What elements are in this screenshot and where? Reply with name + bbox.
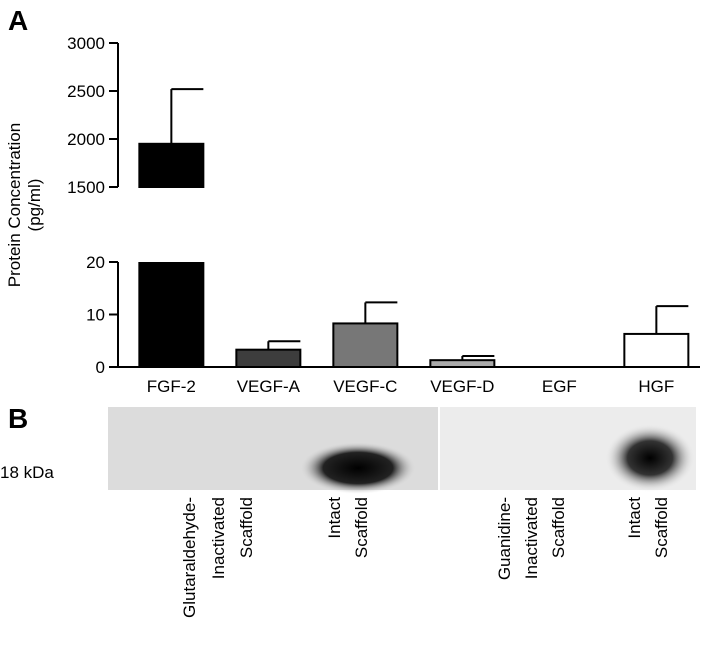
x-tick-label: EGF	[542, 377, 577, 396]
lane-label: Scaffold	[652, 497, 671, 558]
lane-label: Scaffold	[549, 497, 568, 558]
y-tick-label: 20	[86, 253, 105, 272]
y-tick-label: 0	[96, 358, 105, 377]
panel-label: A	[8, 5, 28, 36]
lane-label: Inactivated	[209, 497, 228, 579]
x-tick-label: VEGF-A	[237, 377, 301, 396]
blot-band	[605, 424, 695, 492]
bar	[332, 322, 399, 368]
x-tick-label: VEGF-D	[430, 377, 494, 396]
lane-label: Glutaraldehyde-	[180, 497, 199, 618]
y-axis-label: (pg/ml)	[25, 179, 44, 232]
x-tick-label: FGF-2	[147, 377, 196, 396]
y-tick-label: 2000	[67, 130, 105, 149]
blot-band	[300, 442, 416, 494]
lane-label: Scaffold	[352, 497, 371, 558]
bar	[623, 332, 690, 368]
lane-label: Inactivated	[522, 497, 541, 579]
y-tick-label: 1500	[67, 178, 105, 197]
panel-label: B	[8, 403, 28, 434]
marker-label: 18 kDa	[0, 463, 54, 482]
y-tick-label: 10	[86, 306, 105, 325]
upper-segment	[138, 88, 205, 188]
lane-label: Intact	[325, 497, 344, 539]
lane-label: Scaffold	[237, 497, 256, 558]
bar	[138, 262, 205, 368]
lane-labels: Glutaraldehyde- Inactivated Scaffold Intact…	[180, 497, 671, 618]
x-tick-label: HGF	[638, 377, 674, 396]
bar	[235, 348, 302, 368]
blot: 18 kDa	[0, 407, 696, 494]
lane-label: Guanidine-	[495, 497, 514, 580]
lane-label: Intact	[625, 497, 644, 539]
bar	[429, 359, 496, 368]
lower-segment	[138, 262, 690, 368]
y-tick-label: 2500	[67, 82, 105, 101]
bar	[138, 142, 205, 188]
y-axis-label: Protein Concentration	[5, 123, 24, 287]
x-tick-label: VEGF-C	[333, 377, 397, 396]
y-tick-label: 3000	[67, 34, 105, 53]
